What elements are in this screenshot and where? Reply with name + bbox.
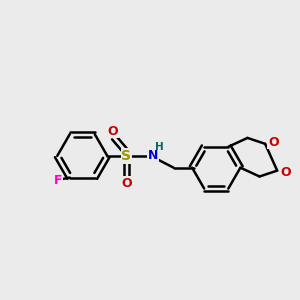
- Text: F: F: [54, 174, 62, 187]
- Text: O: O: [268, 136, 279, 149]
- Text: O: O: [107, 125, 118, 138]
- Text: N: N: [148, 149, 158, 162]
- Text: S: S: [122, 149, 131, 163]
- Text: H: H: [155, 142, 164, 152]
- Text: O: O: [121, 177, 132, 190]
- Text: O: O: [280, 166, 291, 178]
